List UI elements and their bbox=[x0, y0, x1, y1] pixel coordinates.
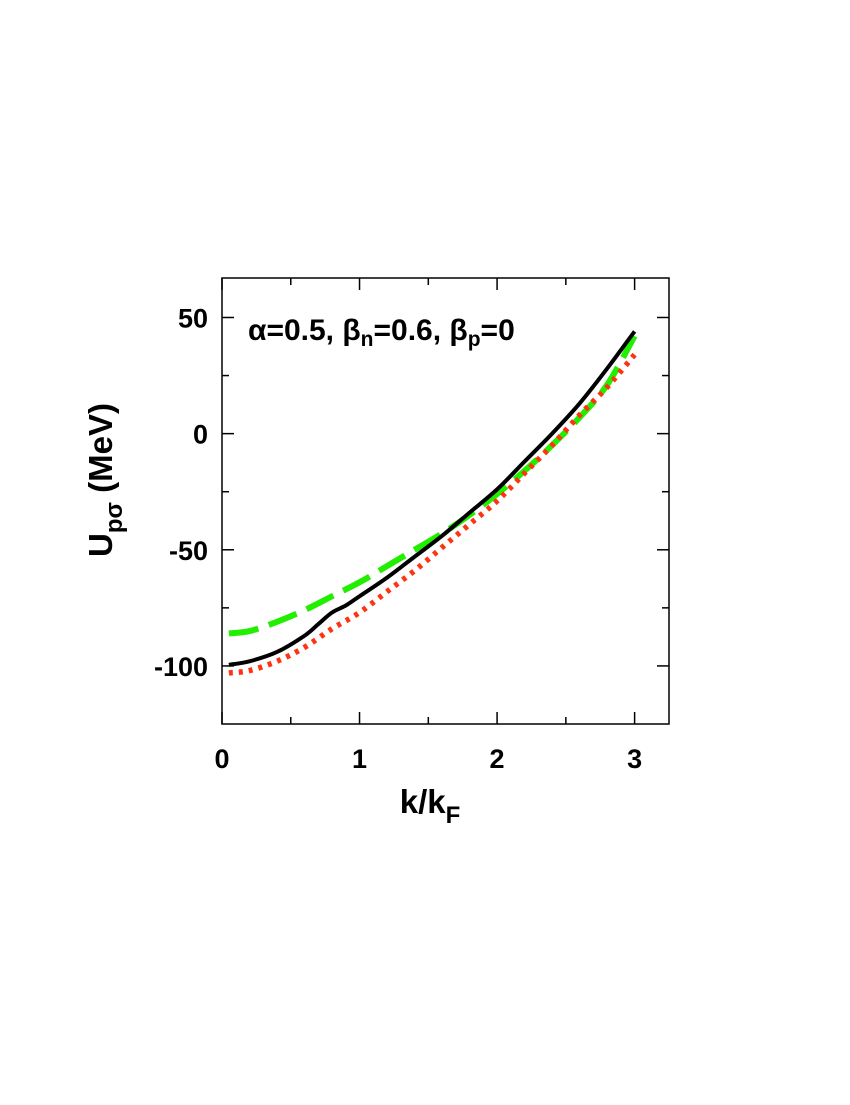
y-axis-label: Upσ (MeV) bbox=[82, 403, 128, 557]
series-line-dotted bbox=[228, 352, 637, 676]
series-line-dashed bbox=[228, 334, 638, 637]
annotation-alpha-symbol: α bbox=[248, 314, 267, 347]
y-tick-label: 0 bbox=[193, 420, 208, 450]
annotation-alpha-value: =0.5, bbox=[266, 314, 342, 347]
annotation-beta-n-value: =0.6, bbox=[374, 314, 450, 347]
x-tick-label: 3 bbox=[627, 744, 642, 774]
x-axis-label: k/kF bbox=[400, 783, 461, 829]
x-tick-label: 1 bbox=[352, 744, 367, 774]
x-tick-label: 0 bbox=[214, 744, 229, 774]
annotation-beta-p-value: =0 bbox=[481, 314, 515, 347]
x-axis-label-subscript: F bbox=[446, 802, 461, 829]
major-ticks bbox=[221, 278, 669, 724]
y-tick-label: 50 bbox=[178, 303, 208, 333]
y-axis-label-unit: (MeV) bbox=[82, 403, 119, 502]
plot-frame bbox=[221, 277, 670, 725]
minor-ticks bbox=[222, 278, 669, 724]
y-tick-label: -50 bbox=[169, 536, 208, 566]
y-axis-label-main: U bbox=[82, 533, 119, 557]
x-axis-label-main: k/k bbox=[400, 783, 447, 820]
series-layer bbox=[228, 330, 638, 676]
series-line-solid bbox=[228, 330, 637, 667]
x-tick-label: 2 bbox=[490, 744, 505, 774]
parameter-annotation: α=0.5, βn=0.6, βp=0 bbox=[248, 314, 515, 351]
y-tick-label: -100 bbox=[154, 652, 208, 682]
y-axis-label-subscript: pσ bbox=[101, 502, 128, 533]
annotation-beta-n-symbol: β bbox=[342, 314, 360, 347]
tick-labels: 0 1 2 3 -100 -50 0 50 bbox=[154, 303, 642, 774]
annotation-beta-p-symbol: β bbox=[449, 314, 467, 347]
annotation-beta-n-subscript: n bbox=[361, 328, 374, 351]
annotation-beta-p-subscript: p bbox=[468, 328, 481, 351]
